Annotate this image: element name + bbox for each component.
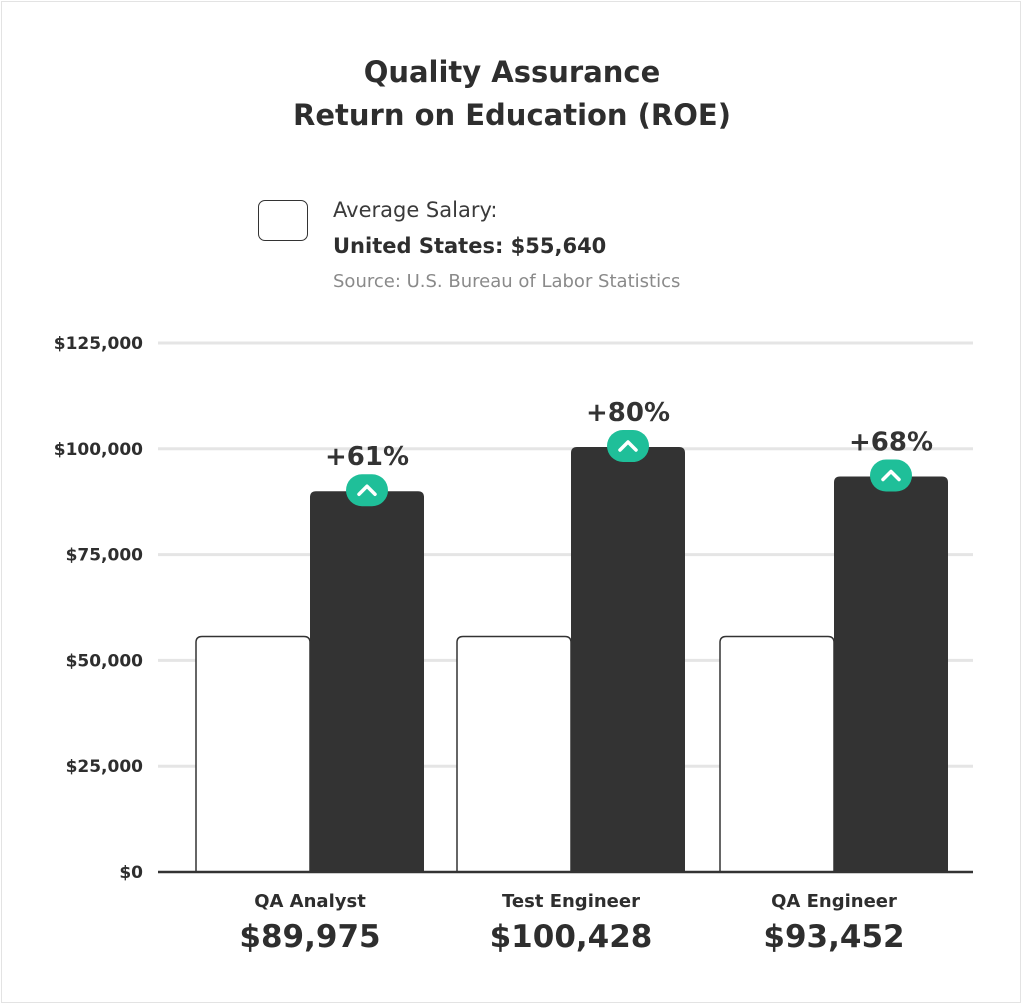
legend-label: Average Salary:	[333, 198, 498, 222]
increase-badge	[870, 459, 912, 492]
bar-us-average	[195, 635, 311, 873]
bar-role-salary	[310, 491, 424, 872]
chart-title-line1: Quality Assurance	[363, 55, 661, 89]
y-tick-label: $0	[119, 863, 143, 883]
percent-increase-label: +68%	[849, 428, 933, 458]
y-tick-label: $50,000	[66, 651, 144, 671]
legend-source: Source: U.S. Bureau of Labor Statistics	[333, 271, 681, 292]
category-label: Test Engineer	[502, 891, 640, 912]
chevron-up-icon	[357, 484, 377, 496]
bar-role-salary	[571, 446, 685, 872]
increase-badge	[346, 474, 388, 507]
percent-increase-label: +61%	[325, 442, 409, 472]
y-tick-label: $75,000	[66, 546, 144, 566]
bar-us-average	[456, 635, 572, 873]
chevron-up-icon	[881, 469, 901, 482]
category-label: QA Analyst	[254, 891, 366, 912]
bar-us-average	[719, 635, 835, 873]
percent-increase-label: +80%	[586, 398, 670, 428]
y-tick-label: $125,000	[54, 334, 143, 354]
category-salary-label: $100,428	[490, 919, 653, 955]
y-tick-label: $100,000	[54, 440, 143, 460]
increase-badge	[607, 429, 649, 462]
y-tick-label: $25,000	[66, 757, 144, 777]
chart-title-line2: Return on Education (ROE)	[293, 98, 731, 132]
category-salary-label: $93,452	[763, 919, 904, 955]
category-label: QA Engineer	[771, 891, 897, 912]
bar-role-salary	[834, 476, 948, 872]
legend-swatch-us-average	[258, 200, 308, 241]
chevron-up-icon	[618, 440, 638, 452]
legend-value: United States: $55,640	[333, 234, 607, 258]
category-salary-label: $89,975	[239, 919, 380, 955]
